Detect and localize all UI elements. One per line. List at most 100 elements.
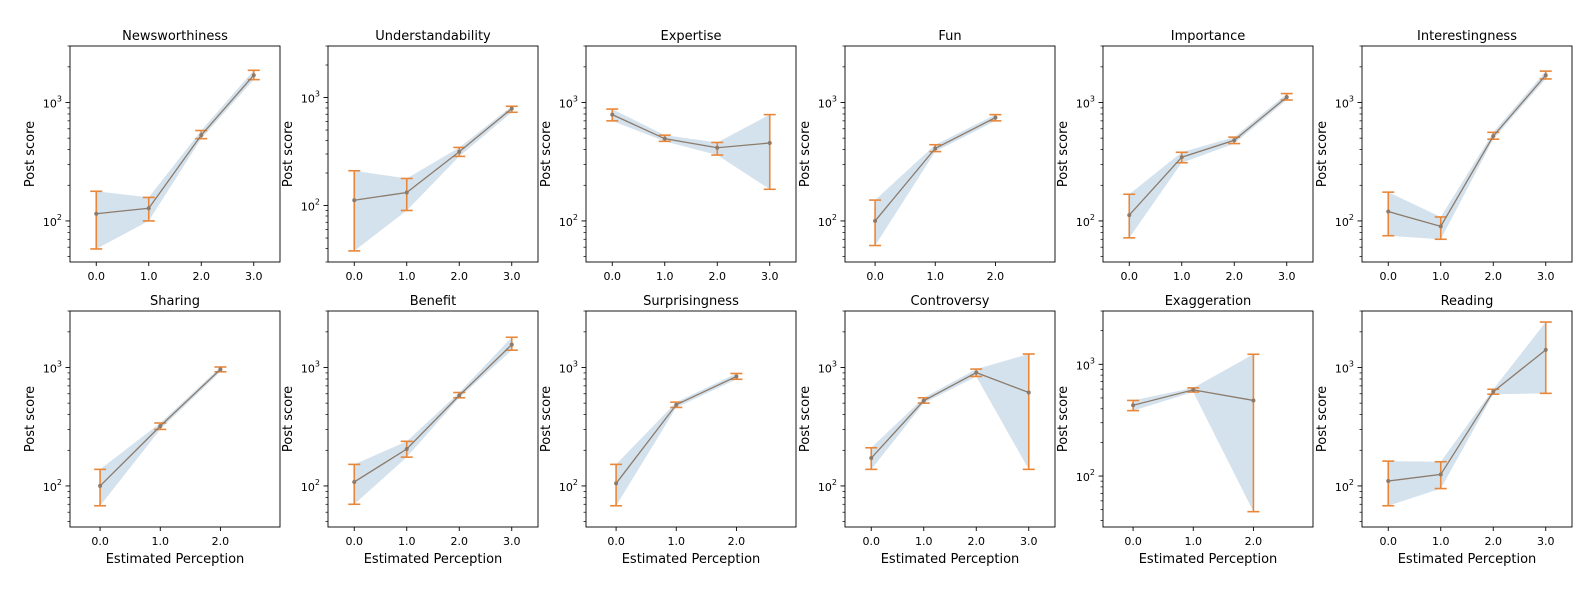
series-line <box>354 108 513 201</box>
axes-frame <box>1361 45 1573 263</box>
data-point <box>674 402 679 407</box>
subplot-title: Newsworthiness <box>122 29 228 44</box>
x-axis-label: Estimated Perception <box>1398 552 1537 567</box>
x-tick-label: 3.0 <box>1537 270 1555 283</box>
data-point <box>352 198 357 203</box>
y-tick-label: 102 <box>43 478 62 494</box>
y-tick-label: 103 <box>1335 360 1354 376</box>
x-axis-label: Estimated Perception <box>881 552 1020 567</box>
subplot-11: 0.0 1.0 2.0 3.0 102 103 Reading Post score Estim… <box>1315 294 1573 567</box>
x-tick-label: 2.0 <box>709 270 727 283</box>
subplot-2: 0.0 1.0 2.0 3.0 102 103 Expertise Post score <box>539 29 797 283</box>
data-point <box>1251 398 1256 403</box>
x-tick-label: 1.0 <box>152 535 170 548</box>
x-tick-label: 1.0 <box>927 270 945 283</box>
y-axis-label: Post score <box>281 121 296 187</box>
x-tick-label: 1.0 <box>398 535 416 548</box>
data-point <box>734 374 739 379</box>
data-point <box>509 106 514 111</box>
series-line <box>870 371 1029 459</box>
y-tick-label: 103 <box>43 360 62 376</box>
confidence-band <box>354 106 512 251</box>
subplot-title: Expertise <box>661 29 722 44</box>
confidence-band <box>616 373 737 506</box>
x-tick-label: 1.0 <box>398 270 416 283</box>
x-axis-label: Estimated Perception <box>1139 552 1278 567</box>
confidence-band <box>1133 354 1254 512</box>
data-point <box>457 149 462 154</box>
x-tick-label: 2.0 <box>212 535 230 548</box>
subplot-0: 0.0 1.0 2.0 3.0 102 103 Newsworthiness Post sco… <box>23 29 281 283</box>
x-tick-label: 1.0 <box>1432 535 1450 548</box>
data-point <box>662 136 667 141</box>
x-tick-label: 1.0 <box>1432 270 1450 283</box>
x-tick-label: 1.0 <box>1185 535 1203 548</box>
subplot-10: 0.0 1.0 2.0 102 103 Exaggeration Post score Est… <box>1056 294 1314 567</box>
y-tick-label: 103 <box>1335 95 1354 111</box>
confidence-band <box>354 337 512 505</box>
y-tick-label: 102 <box>301 198 320 214</box>
x-tick-label: 3.0 <box>503 270 521 283</box>
y-axis-label: Post score <box>1315 386 1330 452</box>
axes-frame <box>69 45 281 263</box>
y-axis-label: Post score <box>23 386 38 452</box>
y-axis-label: Post score <box>539 121 554 187</box>
y-axis-label: Post score <box>1315 121 1330 187</box>
x-tick-label: 2.0 <box>968 535 986 548</box>
data-point <box>1179 155 1184 160</box>
subplot-3: 0.0 1.0 2.0 102 103 Fun Post score <box>798 29 1056 283</box>
data-point <box>1026 390 1031 395</box>
subplot-title: Controversy <box>911 294 990 309</box>
y-tick-label: 102 <box>1335 213 1354 229</box>
data-point <box>158 424 163 429</box>
data-point <box>352 479 357 484</box>
data-point <box>610 112 615 117</box>
y-tick-label: 103 <box>301 360 320 376</box>
x-tick-label: 2.0 <box>728 535 746 548</box>
data-point <box>614 481 619 486</box>
data-point <box>1191 387 1196 392</box>
data-point <box>404 190 409 195</box>
y-tick-label: 102 <box>559 213 578 229</box>
data-point <box>921 398 926 403</box>
x-tick-label: 2.0 <box>1485 535 1503 548</box>
axes-frame <box>844 310 1056 528</box>
subplot-title: Surprisingness <box>643 294 739 309</box>
series-line <box>611 114 770 149</box>
data-point <box>457 393 462 398</box>
data-point <box>869 456 874 461</box>
x-tick-label: 2.0 <box>1485 270 1503 283</box>
data-point <box>1386 479 1391 484</box>
y-tick-label: 103 <box>559 360 578 376</box>
data-point <box>1491 389 1496 394</box>
axes-frame <box>1102 310 1314 528</box>
axes-frame <box>585 45 797 263</box>
subplot-8: 0.0 1.0 2.0 102 103 Surprisingness Post score E… <box>539 294 797 567</box>
x-tick-label: 3.0 <box>1278 270 1296 283</box>
y-tick-label: 102 <box>1076 213 1095 229</box>
data-point <box>1131 403 1136 408</box>
data-point <box>1438 224 1443 229</box>
subplot-title: Interestingness <box>1417 29 1517 44</box>
x-tick-label: 1.0 <box>668 535 686 548</box>
data-point <box>993 115 998 120</box>
y-tick-label: 103 <box>818 95 837 111</box>
data-point <box>98 483 103 488</box>
confidence-band <box>612 109 770 190</box>
y-tick-label: 102 <box>301 478 320 494</box>
data-point <box>251 73 256 78</box>
y-tick-label: 103 <box>559 95 578 111</box>
y-tick-label: 102 <box>818 213 837 229</box>
y-tick-label: 103 <box>43 95 62 111</box>
data-point <box>94 211 99 216</box>
y-axis-label: Post score <box>1056 121 1071 187</box>
series-line <box>1388 349 1547 482</box>
subplot-4: 0.0 1.0 2.0 3.0 102 103 Importance Post score <box>1056 29 1314 283</box>
series-line <box>96 74 255 215</box>
subplot-title: Reading <box>1441 294 1494 309</box>
x-tick-label: 0.0 <box>1124 535 1142 548</box>
data-point <box>873 218 878 223</box>
y-tick-label: 103 <box>301 90 320 106</box>
axes-frame <box>1361 310 1573 528</box>
